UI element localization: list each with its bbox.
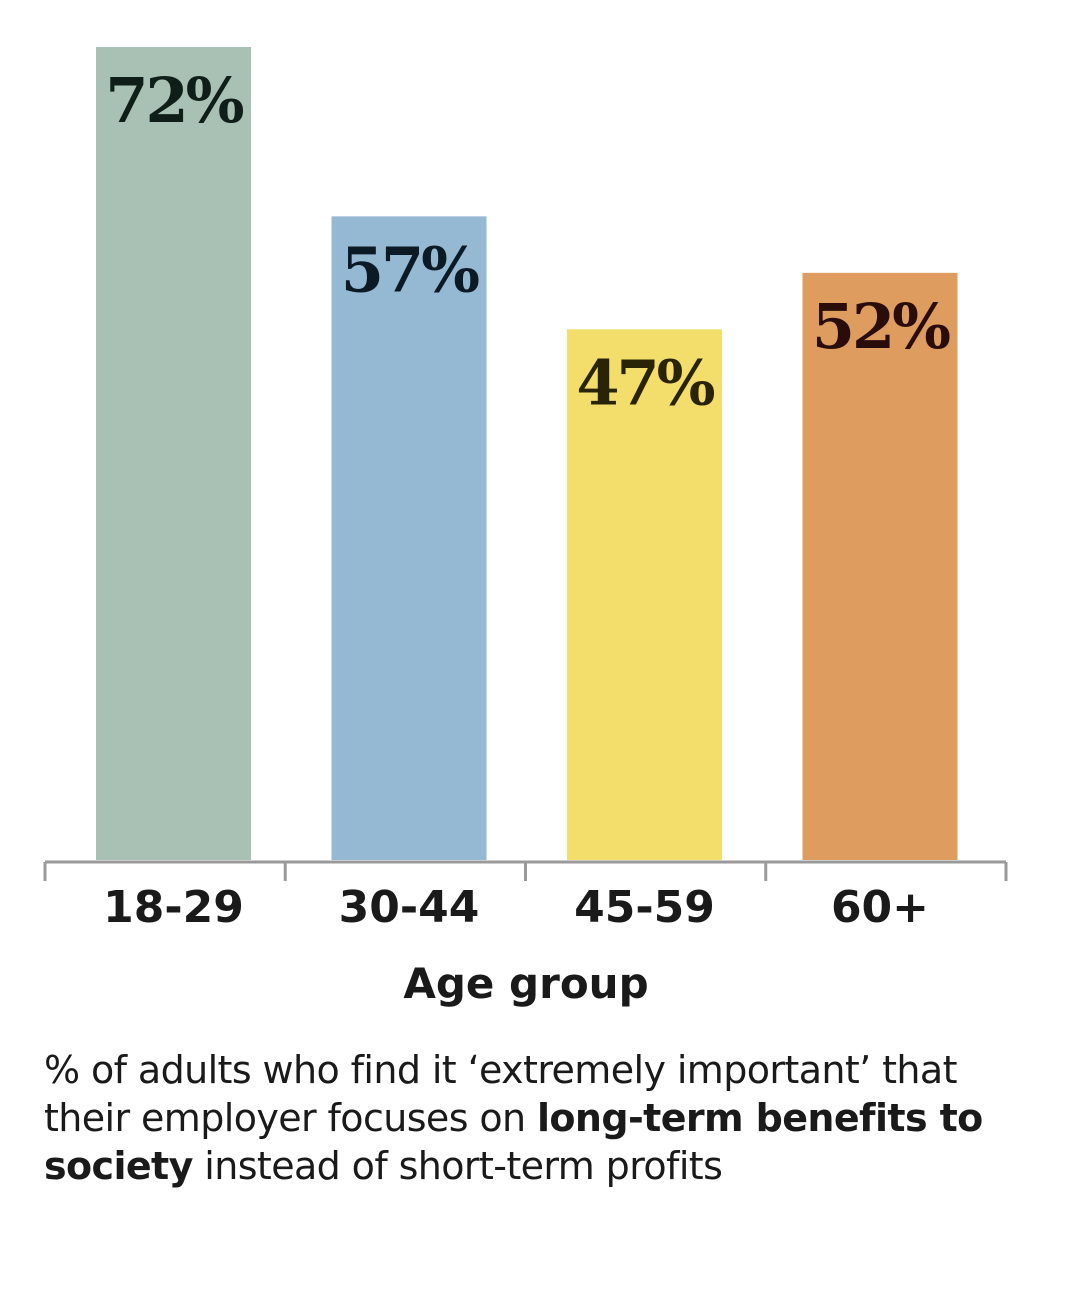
- value-label-30-44: 57%: [341, 233, 479, 306]
- value-labels-group: 72% 57% 47% 52%: [105, 64, 953, 419]
- x-axis-title: Age group: [403, 959, 648, 1008]
- chart-caption: % of adults who find it ‘extremely impor…: [44, 1046, 1044, 1190]
- caption-text-end: instead of short-term profits: [192, 1144, 723, 1188]
- tick-label-45-59: 45-59: [574, 882, 715, 933]
- tick-label-60+: 60+: [831, 882, 929, 933]
- value-label-60+: 52%: [812, 290, 950, 363]
- bar-60+: [802, 272, 958, 860]
- caption-text-start: % of adults who find it ‘extremely impor…: [44, 1048, 958, 1140]
- bar-30-44: [331, 216, 487, 860]
- tick-label-18-29: 18-29: [103, 882, 244, 933]
- value-label-18-29: 72%: [105, 64, 243, 137]
- bar-18-29: [96, 47, 251, 860]
- x-axis-ticks: [43, 862, 1008, 881]
- bars-group: [96, 47, 958, 861]
- tick-label-30-44: 30-44: [339, 882, 480, 933]
- value-label-45-59: 47%: [576, 346, 714, 419]
- caption-text-bold: long-term benefits to society: [44, 1096, 983, 1188]
- bar-chart: 72% 57% 47% 52% 18-29 30-44 45-59 60+ Age grou…: [43, 47, 1008, 1008]
- bar-45-59: [567, 329, 722, 861]
- x-axis-tick-labels: 18-29 30-44 45-59 60+: [103, 882, 929, 933]
